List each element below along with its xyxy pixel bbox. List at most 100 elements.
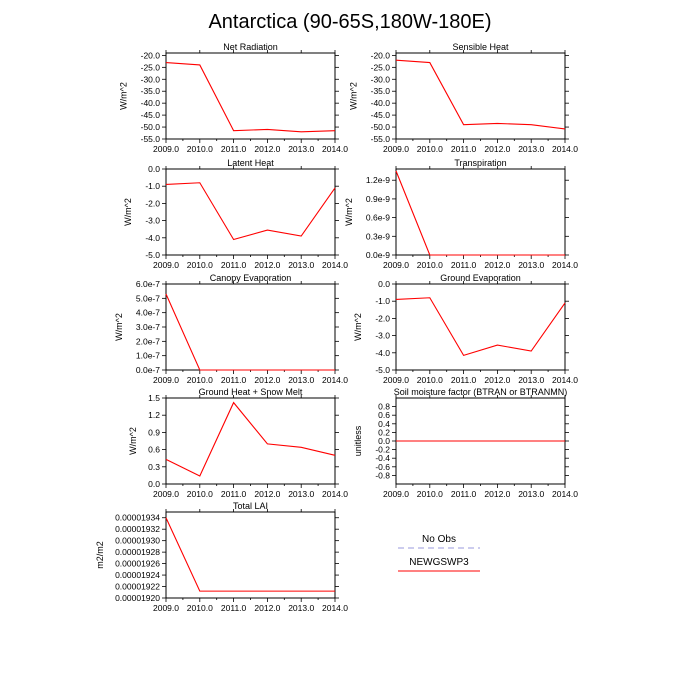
figure-title: Antarctica (90-65S,180W-180E)	[208, 11, 491, 33]
y-tick-label: 1.5	[148, 393, 160, 403]
x-tick-label: 2010.0	[417, 260, 443, 270]
x-tick-label: 2014.0	[322, 489, 348, 499]
y-tick-label: 1.2	[148, 410, 160, 420]
panel-title: Sensible Heat	[452, 42, 509, 52]
x-tick-label: 2014.0	[322, 375, 348, 385]
x-tick-label: 2013.0	[518, 260, 544, 270]
x-tick-label: 2011.0	[221, 260, 247, 270]
y-tick-label: -0.4	[375, 453, 390, 463]
y-tick-label: 0.6	[148, 445, 160, 455]
y-tick-label: 0.6e-9	[366, 213, 390, 223]
x-tick-label: 2013.0	[288, 375, 314, 385]
y-tick-label: -40.0	[141, 98, 161, 108]
y-tick-label: 0.0	[378, 436, 390, 446]
x-tick-label: 2013.0	[288, 489, 314, 499]
y-tick-label: -30.0	[371, 74, 391, 84]
y-axis-label: m2/m2	[95, 541, 105, 569]
y-tick-label: 1.0e-7	[136, 351, 160, 361]
y-tick-label: -5.0	[375, 365, 390, 375]
x-tick-label: 2013.0	[518, 489, 544, 499]
x-tick-label: 2011.0	[221, 144, 247, 154]
x-tick-label: 2010.0	[417, 144, 443, 154]
x-tick-label: 2014.0	[552, 260, 578, 270]
y-axis-label: W/m^2	[344, 198, 354, 226]
x-tick-label: 2013.0	[518, 375, 544, 385]
panel-title: Total LAI	[233, 501, 268, 511]
x-tick-label: 2009.0	[153, 375, 179, 385]
y-tick-label: -20.0	[371, 50, 391, 60]
y-tick-label: 0.9	[148, 427, 160, 437]
x-tick-label: 2012.0	[484, 489, 510, 499]
y-tick-label: -1.0	[375, 296, 390, 306]
panels: Net Radiation 2009.0 2010.0 2011.0 2012.0 201…	[95, 42, 578, 613]
y-tick-label: -55.0	[371, 134, 391, 144]
plot-frame	[165, 397, 336, 485]
x-tick-label: 2011.0	[451, 489, 477, 499]
x-tick-label: 2012.0	[484, 260, 510, 270]
y-tick-label: -30.0	[141, 74, 161, 84]
y-tick-label: 0.9e-9	[366, 194, 390, 204]
x-tick-label: 2010.0	[187, 375, 213, 385]
x-tick-label: 2012.0	[254, 144, 280, 154]
panel-9: Total LAI 2009.0 2010.0 2011.0 2012.0 2013.0 2…	[95, 501, 348, 613]
series-line-newgswp3	[165, 517, 335, 592]
series-line-newgswp3	[395, 170, 565, 256]
series-line-newgswp3	[165, 182, 336, 241]
y-tick-label: -45.0	[371, 110, 391, 120]
panel-5: Canopy Evaporation 2009.0 2010.0 2011.0 2012…	[114, 273, 348, 385]
y-tick-label: 0.6	[378, 410, 390, 420]
x-tick-label: 2009.0	[153, 603, 179, 613]
y-tick-label: -25.0	[371, 62, 391, 72]
y-axis-label: W/m^2	[119, 82, 129, 110]
y-tick-label: 0.00001922	[115, 582, 160, 592]
x-tick-label: 2012.0	[254, 489, 280, 499]
panel-title: Net Radiation	[223, 42, 278, 52]
y-tick-label: -0.8	[375, 470, 390, 480]
y-tick-label: 1.2e-9	[366, 175, 390, 185]
y-tick-label: -55.0	[141, 134, 161, 144]
panel-title: Canopy Evaporation	[210, 273, 292, 283]
x-tick-label: 2012.0	[484, 144, 510, 154]
panel-2: Sensible Heat 2009.0 2010.0 2011.0 2012.0 201…	[349, 42, 579, 154]
y-tick-label: 0.00001934	[115, 513, 160, 523]
series-line-newgswp3	[165, 62, 336, 133]
y-tick-label: 0.0e-7	[136, 365, 160, 375]
y-tick-label: 0.00001920	[115, 593, 160, 603]
y-tick-label: 3.0e-7	[136, 322, 160, 332]
y-tick-label: -2.0	[375, 313, 390, 323]
y-tick-label: -45.0	[141, 110, 161, 120]
y-axis-label: unitless	[353, 425, 363, 456]
y-axis-label: W/m^2	[349, 82, 359, 110]
plot-frame	[165, 52, 336, 140]
y-tick-label: 5.0e-7	[136, 293, 160, 303]
panel-8: Soil moisture factor (BTRAN or BTRANMN) 2…	[353, 387, 578, 499]
x-tick-label: 2009.0	[153, 260, 179, 270]
y-tick-label: 0.00001932	[115, 524, 160, 534]
y-tick-label: 6.0e-7	[136, 279, 160, 289]
panel-title: Latent Heat	[227, 158, 274, 168]
series-line-newgswp3	[165, 293, 335, 371]
panel-title: Ground Evaporation	[440, 273, 521, 283]
x-tick-label: 2009.0	[383, 375, 409, 385]
y-tick-label: 0.0	[378, 279, 390, 289]
x-tick-label: 2010.0	[187, 260, 213, 270]
x-tick-label: 2010.0	[417, 489, 443, 499]
y-tick-label: -4.0	[145, 233, 160, 243]
y-tick-label: 4.0e-7	[136, 308, 160, 318]
legend-label: NEWGSWP3	[409, 557, 469, 568]
panel-7: Ground Heat + Snow Melt 2009.0 2010.0 2011.…	[128, 387, 348, 499]
series-line-newgswp3	[165, 401, 336, 477]
x-tick-label: 2009.0	[153, 144, 179, 154]
y-tick-label: -0.6	[375, 462, 390, 472]
y-tick-label: 2.0e-7	[136, 336, 160, 346]
y-tick-label: 0.4	[378, 419, 390, 429]
x-tick-label: 2011.0	[451, 375, 477, 385]
x-tick-label: 2014.0	[322, 260, 348, 270]
x-tick-label: 2013.0	[518, 144, 544, 154]
y-axis-label: W/m^2	[353, 313, 363, 341]
y-tick-label: -20.0	[141, 50, 161, 60]
y-tick-label: -50.0	[371, 122, 391, 132]
x-tick-label: 2013.0	[288, 260, 314, 270]
y-axis-label: W/m^2	[114, 313, 124, 341]
y-tick-label: -5.0	[145, 250, 160, 260]
